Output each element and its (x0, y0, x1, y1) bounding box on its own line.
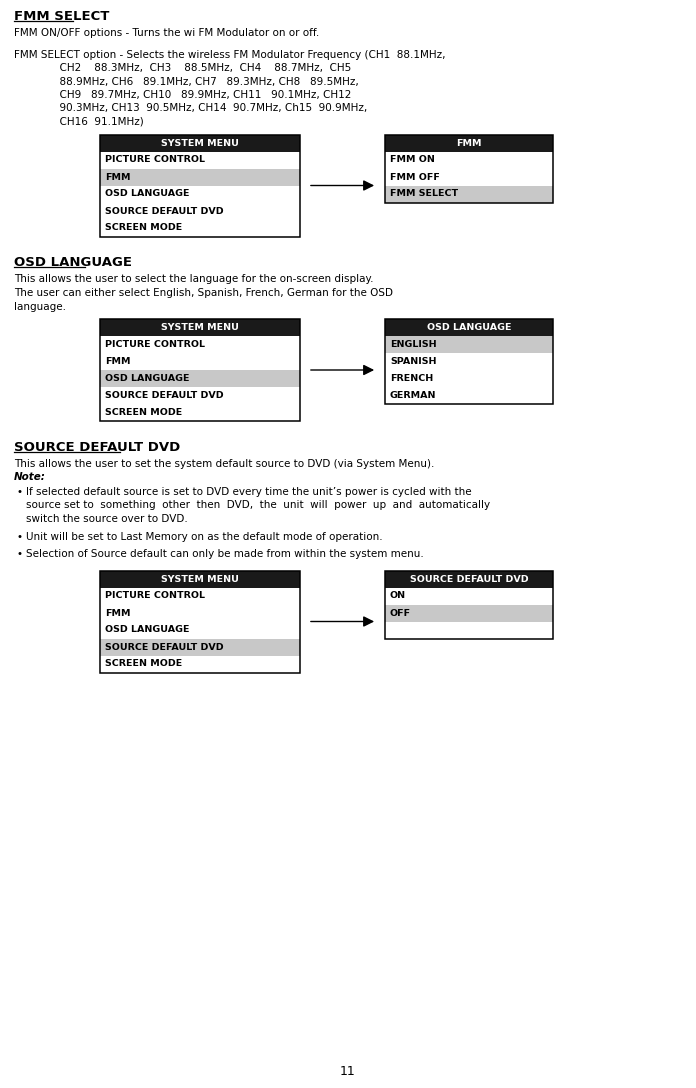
Bar (100, 135, 300, 236)
Text: ON: ON (390, 592, 406, 601)
Text: CH16  91.1MHz): CH16 91.1MHz) (14, 118, 144, 127)
Text: OFF: OFF (390, 608, 411, 618)
Bar (100, 639, 300, 655)
Text: OSD LANGUAGE: OSD LANGUAGE (105, 374, 189, 383)
Text: The user can either select English, Spanish, French, German for the OSD: The user can either select English, Span… (14, 288, 393, 298)
Text: FRENCH: FRENCH (390, 374, 433, 383)
Bar (385, 387, 553, 404)
Text: This allows the user to select the language for the on-screen display.: This allows the user to select the langu… (14, 274, 374, 284)
Text: SYSTEM MENU: SYSTEM MENU (161, 138, 239, 148)
Text: SOURCE DEFAULT DVD: SOURCE DEFAULT DVD (14, 441, 180, 454)
Bar (385, 169, 553, 185)
Bar (100, 135, 300, 151)
Bar (100, 169, 300, 185)
Text: 88.9MHz, CH6   89.1MHz, CH7   89.3MHz, CH8   89.5MHz,: 88.9MHz, CH6 89.1MHz, CH7 89.3MHz, CH8 8… (14, 76, 358, 87)
Bar (100, 319, 300, 336)
Text: SYSTEM MENU: SYSTEM MENU (161, 323, 239, 332)
Bar (385, 370, 553, 387)
Text: language.: language. (14, 301, 66, 311)
Bar (385, 135, 553, 202)
Bar (100, 202, 300, 220)
Bar (385, 570, 553, 588)
Text: FMM SELECT: FMM SELECT (390, 189, 458, 198)
Text: FMM OFF: FMM OFF (390, 173, 440, 182)
Text: SCREEN MODE: SCREEN MODE (105, 223, 182, 233)
Text: SOURCE DEFAULT DVD: SOURCE DEFAULT DVD (410, 574, 528, 583)
Bar (385, 185, 553, 202)
Text: Selection of Source default can only be made from within the system menu.: Selection of Source default can only be … (26, 549, 424, 559)
Bar (100, 570, 300, 588)
Text: FMM ON: FMM ON (390, 156, 435, 164)
Text: Note:: Note: (14, 472, 46, 482)
Text: SCREEN MODE: SCREEN MODE (105, 408, 182, 417)
Text: SOURCE DEFAULT DVD: SOURCE DEFAULT DVD (105, 643, 223, 652)
Text: CH2    88.3MHz,  CH3    88.5MHz,  CH4    88.7MHz,  CH5: CH2 88.3MHz, CH3 88.5MHz, CH4 88.7MHz, C… (14, 63, 351, 73)
Text: FMM: FMM (457, 138, 482, 148)
Text: SOURCE DEFAULT DVD: SOURCE DEFAULT DVD (105, 391, 223, 400)
Text: •: • (17, 532, 23, 542)
Bar (385, 588, 553, 605)
Text: source set to  something  other  then  DVD,  the  unit  will  power  up  and  au: source set to something other then DVD, … (26, 500, 490, 510)
Text: CH9   89.7MHz, CH10   89.9MHz, CH11   90.1MHz, CH12: CH9 89.7MHz, CH10 89.9MHz, CH11 90.1MHz,… (14, 90, 351, 100)
Text: PICTURE CONTROL: PICTURE CONTROL (105, 339, 205, 349)
Text: Unit will be set to Last Memory on as the default mode of operation.: Unit will be set to Last Memory on as th… (26, 532, 383, 542)
Bar (385, 605, 553, 621)
Bar (100, 404, 300, 421)
Bar (385, 319, 553, 336)
Bar (100, 387, 300, 404)
Bar (100, 353, 300, 370)
Bar (100, 621, 300, 639)
Text: SOURCE DEFAULT DVD: SOURCE DEFAULT DVD (105, 207, 223, 215)
Text: This allows the user to set the system default source to DVD (via System Menu).: This allows the user to set the system d… (14, 459, 434, 469)
Text: GERMAN: GERMAN (390, 391, 436, 400)
Bar (100, 151, 300, 169)
Text: ENGLISH: ENGLISH (390, 339, 436, 349)
Text: OSD LANGUAGE: OSD LANGUAGE (105, 626, 189, 634)
Text: •: • (17, 549, 23, 559)
Text: If selected default source is set to DVD every time the unit’s power is cycled w: If selected default source is set to DVD… (26, 487, 472, 497)
Bar (100, 370, 300, 387)
Bar (385, 151, 553, 169)
Text: OSD LANGUAGE: OSD LANGUAGE (427, 323, 512, 332)
Bar (100, 588, 300, 605)
Bar (385, 336, 553, 353)
Text: SCREEN MODE: SCREEN MODE (105, 659, 182, 668)
Text: FMM: FMM (105, 173, 131, 182)
Text: OSD LANGUAGE: OSD LANGUAGE (105, 189, 189, 198)
Bar (100, 336, 300, 353)
Bar (385, 570, 553, 639)
Text: •: • (17, 487, 23, 497)
Text: SPANISH: SPANISH (390, 357, 436, 366)
Bar (100, 570, 300, 672)
Text: OSD LANGUAGE: OSD LANGUAGE (14, 257, 132, 270)
Bar (100, 220, 300, 236)
Bar (385, 319, 553, 404)
Text: SYSTEM MENU: SYSTEM MENU (161, 574, 239, 583)
Text: PICTURE CONTROL: PICTURE CONTROL (105, 156, 205, 164)
Text: FMM SELECT option - Selects the wireless FM Modulator Frequency (CH1  88.1MHz,: FMM SELECT option - Selects the wireless… (14, 49, 445, 60)
Bar (385, 353, 553, 370)
Text: PICTURE CONTROL: PICTURE CONTROL (105, 592, 205, 601)
Text: FMM: FMM (105, 608, 131, 618)
Text: FMM SELECT: FMM SELECT (14, 10, 109, 23)
Bar (100, 655, 300, 672)
Text: 11: 11 (340, 1065, 356, 1078)
Text: switch the source over to DVD.: switch the source over to DVD. (26, 514, 188, 524)
Bar (385, 621, 553, 639)
Text: 90.3MHz, CH13  90.5MHz, CH14  90.7MHz, Ch15  90.9MHz,: 90.3MHz, CH13 90.5MHz, CH14 90.7MHz, Ch1… (14, 103, 367, 113)
Text: FMM ON/OFF options - Turns the wi FM Modulator on or off.: FMM ON/OFF options - Turns the wi FM Mod… (14, 28, 319, 38)
Bar (100, 605, 300, 621)
Bar (100, 319, 300, 421)
Bar (385, 135, 553, 151)
Text: FMM: FMM (105, 357, 131, 366)
Bar (100, 185, 300, 202)
